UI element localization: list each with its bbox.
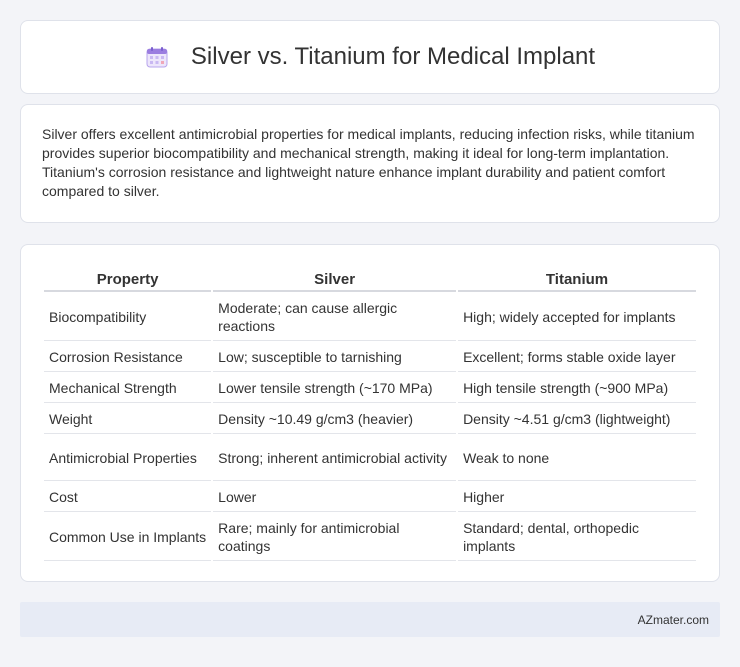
- property-cell: Cost: [44, 483, 212, 512]
- column-header-silver: Silver: [213, 267, 457, 292]
- table-row: Antimicrobial Properties Strong; inheren…: [44, 436, 696, 481]
- table-row: Corrosion Resistance Low; susceptible to…: [44, 343, 696, 372]
- silver-cell: Strong; inherent antimicrobial activity: [213, 436, 457, 481]
- silver-cell: Lower: [213, 483, 457, 512]
- calendar-icon: [145, 45, 169, 69]
- silver-cell: Lower tensile strength (~170 MPa): [213, 374, 457, 403]
- silver-cell: Rare; mainly for antimicrobial coatings: [213, 514, 457, 561]
- column-header-titanium: Titanium: [458, 267, 696, 292]
- titanium-cell: Standard; dental, orthopedic implants: [458, 514, 696, 561]
- table-row: Weight Density ~10.49 g/cm3 (heavier) De…: [44, 405, 696, 434]
- titanium-cell: Excellent; forms stable oxide layer: [458, 343, 696, 372]
- property-cell: Antimicrobial Properties: [44, 436, 212, 481]
- table-row: Mechanical Strength Lower tensile streng…: [44, 374, 696, 403]
- table-row: Common Use in Implants Rare; mainly for …: [44, 514, 696, 561]
- silver-cell: Low; susceptible to tarnishing: [213, 343, 457, 372]
- silver-cell: Density ~10.49 g/cm3 (heavier): [213, 405, 457, 434]
- property-cell: Mechanical Strength: [44, 374, 212, 403]
- table-header-row: Property Silver Titanium: [44, 267, 696, 292]
- comparison-table: Property Silver Titanium Biocompatibilit…: [42, 265, 698, 563]
- table-row: Cost Lower Higher: [44, 483, 696, 512]
- footer-site-link[interactable]: AZmater.com: [637, 612, 709, 627]
- silver-cell: Moderate; can cause allergic reactions: [213, 294, 457, 341]
- property-cell: Weight: [44, 405, 212, 434]
- property-cell: Corrosion Resistance: [44, 343, 212, 372]
- page-title: Silver vs. Titanium for Medical Implant: [190, 43, 596, 70]
- titanium-cell: Density ~4.51 g/cm3 (lightweight): [458, 405, 696, 434]
- comparison-card: Property Silver Titanium Biocompatibilit…: [20, 244, 720, 582]
- property-cell: Biocompatibility: [44, 294, 212, 341]
- titanium-cell: High; widely accepted for implants: [458, 294, 696, 341]
- column-header-property: Property: [44, 267, 212, 292]
- titanium-cell: Higher: [458, 483, 696, 512]
- summary-card: Silver offers excellent antimicrobial pr…: [20, 104, 720, 223]
- table-row: Biocompatibility Moderate; can cause all…: [44, 294, 696, 341]
- titanium-cell: High tensile strength (~900 MPa): [458, 374, 696, 403]
- titanium-cell: Weak to none: [458, 436, 696, 481]
- property-cell: Common Use in Implants: [44, 514, 212, 561]
- summary-text: Silver offers excellent antimicrobial pr…: [42, 126, 695, 199]
- title-card: Silver vs. Titanium for Medical Implant: [20, 20, 720, 94]
- footer: AZmater.com: [20, 602, 720, 637]
